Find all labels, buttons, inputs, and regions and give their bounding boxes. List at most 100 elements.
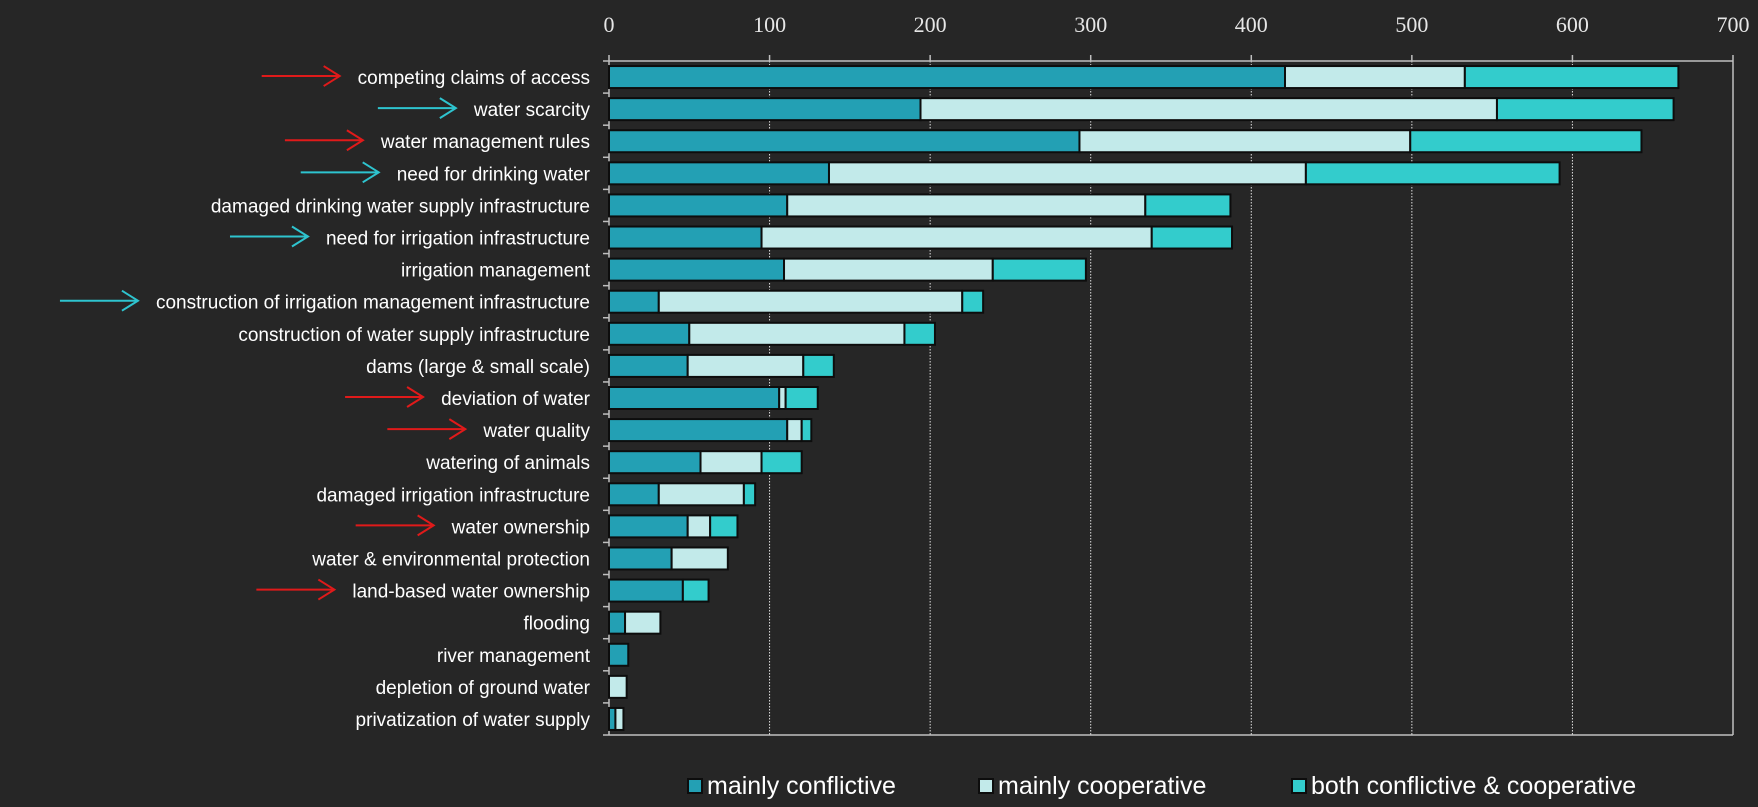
bar-segment xyxy=(608,674,628,699)
bar-segment xyxy=(608,578,684,603)
arrow-marker-icon xyxy=(256,578,337,601)
bar-segment xyxy=(742,482,757,507)
bar-segment xyxy=(657,289,964,314)
bar-segment xyxy=(608,129,1081,154)
bar-segment xyxy=(1304,161,1561,186)
bar-segment xyxy=(688,321,906,346)
bar-segment xyxy=(991,257,1087,282)
category-label: land-based water ownership xyxy=(352,582,590,603)
category-label: irrigation management xyxy=(401,261,591,282)
legend-label: both conflictive & cooperative xyxy=(1311,772,1636,800)
bar-segment xyxy=(919,97,1498,122)
arrow-marker-icon xyxy=(387,418,468,440)
bar-segment xyxy=(686,514,712,539)
category-label: construction of irrigation management in… xyxy=(156,293,590,314)
legend-label: mainly cooperative xyxy=(998,772,1206,800)
category-label: deviation of water xyxy=(441,389,591,410)
bar-segment xyxy=(608,353,689,378)
legend-swatch xyxy=(687,778,703,794)
bar-segment xyxy=(608,193,789,218)
bar-segment xyxy=(608,65,1287,90)
legend-swatch xyxy=(1291,778,1307,794)
x-tick-label: 100 xyxy=(753,12,786,37)
category-label: depletion of ground water xyxy=(376,678,591,699)
bar-segment xyxy=(827,161,1307,186)
x-tick-label: 700 xyxy=(1717,12,1750,37)
bar-segment xyxy=(709,514,739,539)
arrow-marker-icon xyxy=(355,514,436,537)
bar-segment xyxy=(608,225,763,250)
bar-segment xyxy=(760,225,1153,250)
bar-segment xyxy=(1078,129,1412,154)
bar-segment xyxy=(783,257,994,282)
bar-segment xyxy=(784,386,819,410)
bar-segment xyxy=(699,450,763,475)
bar-segment xyxy=(608,321,691,346)
category-label: damaged drinking water supply infrastruc… xyxy=(211,196,590,217)
bar-segment xyxy=(786,193,1147,218)
bar-segment xyxy=(1144,193,1232,218)
bar-segment xyxy=(608,642,630,667)
bar-segment xyxy=(608,97,922,122)
x-tick-label: 500 xyxy=(1395,12,1428,37)
category-label: water scarcity xyxy=(473,100,591,121)
arrow-marker-icon xyxy=(229,225,310,248)
bar-segment xyxy=(800,418,813,443)
bar-segment xyxy=(670,546,729,571)
bar-segment xyxy=(786,418,803,443)
bar-segment xyxy=(608,418,789,443)
category-label: privatization of water supply xyxy=(356,710,591,731)
x-tick-label: 300 xyxy=(1074,12,1107,37)
bar-segment xyxy=(802,353,835,378)
category-label: need for irrigation infrastructure xyxy=(326,229,590,250)
bar-segment xyxy=(1284,65,1466,90)
arrow-marker-icon xyxy=(284,129,365,152)
arrow-marker-icon xyxy=(377,97,458,119)
category-label: dams (large & small scale) xyxy=(366,357,590,378)
legend-label: mainly conflictive xyxy=(707,772,896,800)
category-label: water quality xyxy=(482,421,590,442)
bar-segment xyxy=(608,610,627,635)
category-label: water & environmental protection xyxy=(311,549,590,570)
category-label: river management xyxy=(437,646,591,667)
bar-segment xyxy=(608,546,673,571)
arrow-marker-icon xyxy=(300,161,381,184)
bar-segment xyxy=(608,386,781,410)
bar-segment xyxy=(608,257,786,282)
arrow-marker-icon xyxy=(345,386,425,408)
category-label: construction of water supply infrastruct… xyxy=(238,325,590,346)
bar-segment xyxy=(1495,97,1675,122)
category-label: need for drinking water xyxy=(397,164,591,185)
category-label: water management rules xyxy=(380,132,590,153)
bar-segment xyxy=(760,450,803,475)
category-label: water ownership xyxy=(451,517,590,538)
bar-segment xyxy=(657,482,745,507)
bar-segment xyxy=(608,161,830,186)
x-tick-label: 400 xyxy=(1235,12,1268,37)
bar-segment xyxy=(1409,129,1643,154)
bar-segment xyxy=(1150,225,1234,250)
bar-segment xyxy=(608,514,689,539)
bar-segment xyxy=(681,578,710,603)
legend-swatch xyxy=(978,778,994,794)
arrow-marker-icon xyxy=(59,289,140,312)
category-label: competing claims of access xyxy=(358,68,590,89)
bar-segment xyxy=(608,450,702,475)
category-label: damaged irrigation infrastructure xyxy=(316,485,590,506)
bar-segment xyxy=(608,289,660,314)
arrow-marker-icon xyxy=(261,65,342,87)
bar-segment xyxy=(614,706,625,731)
bar-segment xyxy=(903,321,936,346)
bar-segment xyxy=(1463,65,1680,90)
bar-segment xyxy=(686,353,805,378)
bar-segment xyxy=(624,610,662,635)
bar-segment xyxy=(961,289,985,314)
x-tick-label: 200 xyxy=(914,12,947,37)
x-tick-label: 0 xyxy=(604,12,615,37)
category-label: flooding xyxy=(523,614,590,635)
x-tick-label: 600 xyxy=(1556,12,1589,37)
category-label: watering of animals xyxy=(425,453,590,474)
bar-segment xyxy=(608,482,660,507)
